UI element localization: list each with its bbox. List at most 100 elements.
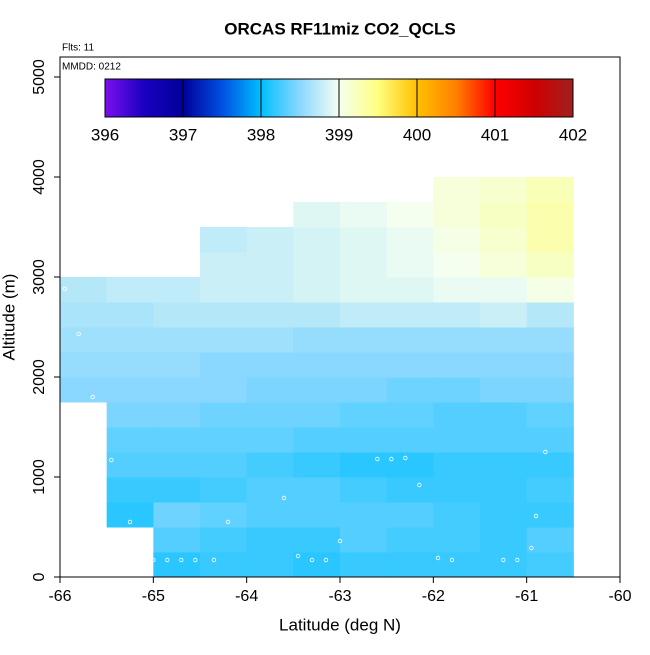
heat-cell (433, 227, 481, 253)
heat-cell (386, 552, 434, 578)
heat-cell (200, 502, 248, 528)
heat-cell (200, 277, 248, 303)
heat-cell (340, 527, 388, 553)
heat-cell (526, 252, 574, 278)
colorbar-tick-label: 397 (169, 125, 197, 144)
heat-cell (526, 552, 574, 578)
heat-cell (106, 452, 154, 478)
track-point (76, 331, 81, 337)
annotation: MMDD: 0212 (62, 62, 121, 73)
heat-cell (293, 202, 341, 228)
heat-cell (480, 377, 528, 403)
heat-cell (433, 527, 481, 553)
heat-cell (293, 252, 341, 278)
y-tick-label: 2000 (31, 359, 48, 395)
heat-cell (480, 477, 528, 503)
heat-cell (480, 352, 528, 378)
heat-cell (526, 452, 574, 478)
heat-cell (386, 327, 434, 353)
heat-cell (246, 302, 294, 328)
track-point (501, 557, 506, 563)
heat-cell (293, 502, 341, 528)
track-point (211, 557, 217, 563)
heat-cell (153, 302, 201, 328)
heat-cell (293, 377, 341, 403)
heat-cell (526, 227, 574, 253)
colorbar-tick-label: 402 (559, 125, 587, 144)
heat-cell (433, 252, 481, 278)
track-point (533, 513, 539, 519)
heat-cell (340, 352, 388, 378)
heat-cell (200, 452, 248, 478)
track-point (62, 286, 67, 292)
heat-cell (433, 302, 481, 328)
heat-cell (386, 202, 434, 228)
heat-cell (433, 327, 481, 353)
x-tick-label: -61 (515, 588, 538, 605)
track-point (435, 555, 441, 561)
track-point (515, 557, 520, 563)
heat-cell (433, 377, 481, 403)
heat-cell (293, 452, 341, 478)
heat-cell (293, 302, 341, 328)
heat-cell (246, 402, 294, 428)
heat-cell (200, 227, 248, 253)
heat-cell (200, 377, 248, 403)
track-point (309, 557, 315, 563)
heat-cell (386, 477, 434, 503)
heat-cell (340, 227, 388, 253)
heat-cell (293, 227, 341, 253)
heat-cell (340, 202, 388, 228)
heat-cell (433, 477, 481, 503)
heat-cell (480, 502, 528, 528)
heat-cell (433, 402, 481, 428)
heat-cell (153, 477, 201, 503)
heat-cell (433, 502, 481, 528)
heat-cell (153, 352, 201, 378)
heat-cell (200, 302, 248, 328)
x-tick-label: -63 (328, 588, 351, 605)
heat-cell (480, 327, 528, 353)
track-point (151, 557, 156, 563)
heat-cell (526, 477, 574, 503)
heat-cell (433, 452, 481, 478)
track-point (281, 495, 287, 501)
track-point (193, 557, 198, 563)
heat-cell (526, 302, 574, 328)
heat-cell (386, 527, 434, 553)
heat-cell (106, 427, 154, 453)
heat-cell (200, 327, 248, 353)
heat-cell (293, 352, 341, 378)
heat-cell (480, 427, 528, 453)
track-point (90, 394, 95, 400)
heat-cell (480, 452, 528, 478)
heat-cell (200, 252, 248, 278)
heat-cell (106, 477, 154, 503)
heat-cell (340, 552, 388, 578)
heat-cell (153, 502, 201, 528)
heat-cell (340, 277, 388, 303)
heat-cell (480, 227, 528, 253)
heat-cell (246, 552, 294, 578)
heat-cell (526, 427, 574, 453)
track-point (109, 457, 114, 463)
heat-cell (340, 502, 388, 528)
heat-cell (246, 252, 294, 278)
heat-cell (293, 427, 341, 453)
heat-cell (433, 427, 481, 453)
heat-cell (386, 302, 434, 328)
heat-cell (480, 277, 528, 303)
heat-cell (340, 302, 388, 328)
heat-cell (200, 352, 248, 378)
heat-cell (293, 552, 341, 578)
colorbar-tick-label: 400 (403, 125, 431, 144)
heat-cell (526, 202, 574, 228)
track-point (543, 449, 548, 455)
heat-cell (526, 277, 574, 303)
heat-cell (246, 502, 294, 528)
y-tick-label: 5000 (31, 59, 48, 95)
heat-cell (153, 327, 201, 353)
track-point (417, 482, 422, 488)
heat-cell (60, 377, 108, 403)
